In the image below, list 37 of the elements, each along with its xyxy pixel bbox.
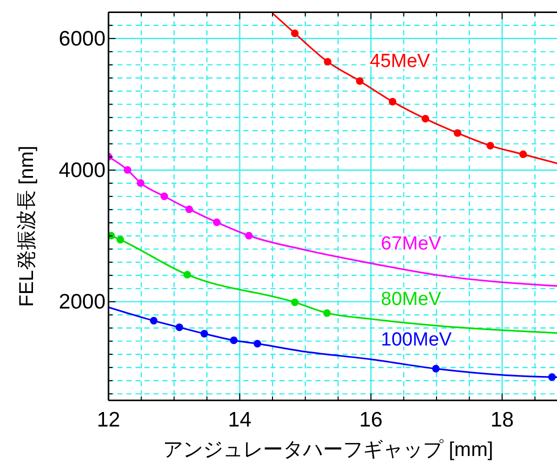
y-tick-label: 4000 — [58, 159, 106, 182]
x-tick-label: 12 — [96, 408, 120, 432]
point — [422, 114, 430, 123]
y-tick-label: 6000 — [58, 28, 106, 51]
y-tick-label: 2000 — [58, 290, 106, 314]
point — [519, 150, 527, 158]
point — [324, 58, 332, 66]
point — [116, 236, 124, 244]
point — [176, 324, 184, 332]
series-label: 100MeV — [380, 329, 452, 350]
line-series — [272, 12, 557, 164]
point — [230, 336, 238, 344]
point — [185, 205, 193, 214]
y-axis-title: FEL発振波長 [nm] — [16, 146, 38, 307]
x-tick-label: 18 — [490, 408, 514, 432]
x-tick-label: 16 — [359, 408, 383, 432]
point — [454, 129, 462, 137]
point — [548, 373, 556, 381]
point — [323, 309, 331, 317]
point — [124, 166, 132, 174]
point — [212, 218, 221, 226]
point — [291, 30, 299, 38]
point — [150, 316, 158, 325]
point — [356, 77, 364, 85]
point — [200, 330, 208, 338]
x-axis-title: アンジュレータハーフギャップ [mm] — [163, 439, 494, 461]
point — [160, 192, 168, 200]
x-tick-label: 14 — [228, 408, 252, 432]
point — [388, 98, 396, 106]
point — [432, 364, 440, 372]
point — [486, 142, 494, 150]
series-label: 67MeV — [380, 233, 442, 254]
point — [245, 232, 253, 240]
point — [254, 340, 262, 348]
point — [183, 270, 192, 278]
point — [291, 298, 299, 306]
point — [136, 179, 144, 187]
